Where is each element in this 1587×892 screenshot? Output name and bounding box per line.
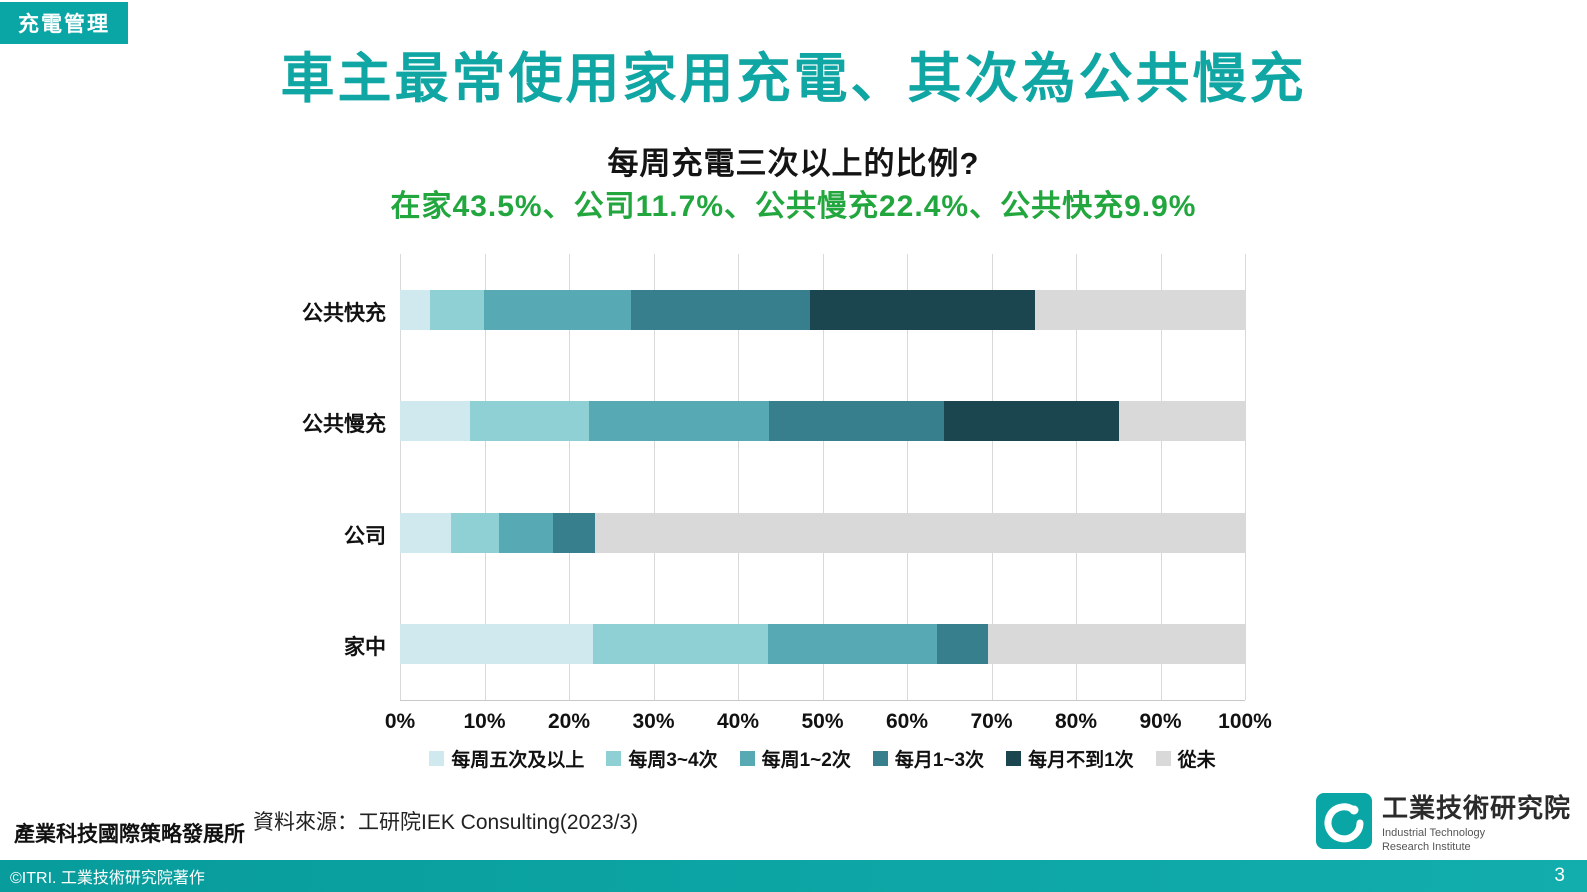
plot-area: 0% 10% 20% 30% 40% 50% 60% 70% 80% 90% 100%	[385, 254, 1272, 733]
legend: 每周五次及以上 每周3~4次 每周1~2次 每月1~3次 每月不到1次 從未	[400, 745, 1245, 772]
bar-segment	[767, 624, 938, 665]
bar-segment	[470, 401, 590, 442]
bar-row-0	[400, 289, 1245, 330]
gridline	[991, 254, 993, 700]
x-tick-label: 40%	[716, 710, 760, 733]
bar-segment	[450, 512, 499, 553]
x-tick-label: 30%	[632, 710, 675, 733]
bar-segment	[483, 289, 631, 330]
corner-tag: 充電管理	[0, 2, 128, 44]
page-number: 3	[1554, 865, 1565, 886]
bar-segment	[429, 289, 484, 330]
legend-item: 每月1~3次	[872, 745, 985, 772]
bar-segment	[589, 401, 770, 442]
chart: 0% 10% 20% 30% 40% 50% 60% 70% 80% 90% 100% 每周五次及以…	[0, 240, 1587, 785]
y-axis-label: 家中	[344, 636, 386, 660]
gridline	[1076, 254, 1077, 700]
x-tick-label: 90%	[1139, 710, 1182, 733]
bar-segment	[400, 289, 430, 330]
gridline	[738, 254, 739, 700]
legend-item: 從未	[1155, 745, 1216, 772]
itri-logo-icon	[1315, 793, 1372, 850]
gridline	[653, 254, 655, 700]
legend-label: 從未	[1177, 750, 1216, 771]
page-title: 車主最常使用家用充電、其次為公共慢充	[280, 49, 1307, 109]
legend-label: 每周1~2次	[761, 750, 851, 771]
x-tick-label: 20%	[547, 710, 591, 733]
bar-segment	[400, 624, 593, 665]
x-tick-label: 80%	[1054, 710, 1098, 733]
bar-segment	[988, 624, 1245, 665]
bar-segment	[769, 401, 945, 442]
legend-swatch	[606, 751, 622, 766]
y-axis-label: 公司	[344, 524, 386, 548]
itri-logo-en: Industrial Technology Research Institute	[1381, 827, 1486, 853]
bar-segment	[592, 624, 768, 665]
bar-segment	[1034, 289, 1245, 330]
bar-segment	[809, 289, 1035, 330]
bar-segment	[937, 624, 989, 665]
legend-label: 每周五次及以上	[451, 750, 585, 771]
copyright: ©ITRI. 工業技術研究院著作	[10, 870, 205, 887]
gridline	[484, 254, 486, 700]
x-tick-label: 70%	[970, 710, 1013, 733]
legend-swatch	[1006, 751, 1022, 766]
legend-label: 每月不到1次	[1028, 750, 1134, 771]
gridline	[907, 254, 908, 700]
gridline	[1245, 254, 1246, 700]
legend-item: 每月不到1次	[1006, 745, 1134, 772]
y-axis-label: 公共慢充	[302, 413, 386, 437]
legend-item: 每周1~2次	[739, 745, 851, 772]
itri-logo-text: 工業技術研究院 Industrial Technology Research I…	[1382, 788, 1571, 855]
legend-swatch	[1155, 751, 1171, 766]
gridline	[569, 254, 570, 700]
y-axis-label: 公共快充	[302, 301, 386, 325]
itri-logo-zh: 工業技術研究院	[1381, 793, 1571, 823]
bar-row-2	[400, 512, 1245, 553]
bar-segment	[498, 512, 553, 553]
bar-segment	[944, 401, 1120, 442]
bar-segment	[630, 289, 810, 330]
bar-row-1	[400, 401, 1245, 442]
bar-row-3	[400, 624, 1245, 665]
highlight-stats: 在家43.5%、公司11.7%、公共慢充22.4%、公共快充9.9%	[390, 190, 1197, 223]
gridline	[1160, 254, 1162, 700]
chart-question: 每周充電三次以上的比例?	[607, 146, 980, 181]
legend-label: 每周3~4次	[628, 750, 718, 771]
legend-item: 每周五次及以上	[429, 745, 584, 772]
x-tick-label: 100%	[1218, 710, 1272, 733]
legend-item: 每周3~4次	[606, 745, 718, 772]
bar-segment	[1119, 401, 1245, 442]
x-tick-label: 60%	[885, 710, 929, 733]
legend-swatch	[872, 751, 888, 766]
legend-swatch	[429, 751, 445, 766]
footer-org: 產業科技國際策略發展所	[14, 823, 245, 846]
bottom-bar: ©ITRI. 工業技術研究院著作 3	[0, 860, 1587, 892]
data-source: 資料來源：工研院IEK Consulting(2023/3)	[253, 811, 639, 834]
x-tick-label: 50%	[801, 710, 844, 733]
x-tick-label: 10%	[463, 710, 506, 733]
legend-label: 每月1~3次	[894, 750, 985, 771]
legend-swatch	[739, 751, 755, 766]
gridline	[400, 254, 401, 700]
bar-segment	[595, 512, 1245, 553]
bar-segment	[400, 401, 471, 442]
itri-logo: 工業技術研究院 Industrial Technology Research I…	[1315, 788, 1571, 855]
bar-segment	[552, 512, 596, 553]
bar-segment	[400, 512, 451, 553]
x-tick-label: 0%	[384, 710, 416, 733]
gridline	[822, 254, 824, 700]
